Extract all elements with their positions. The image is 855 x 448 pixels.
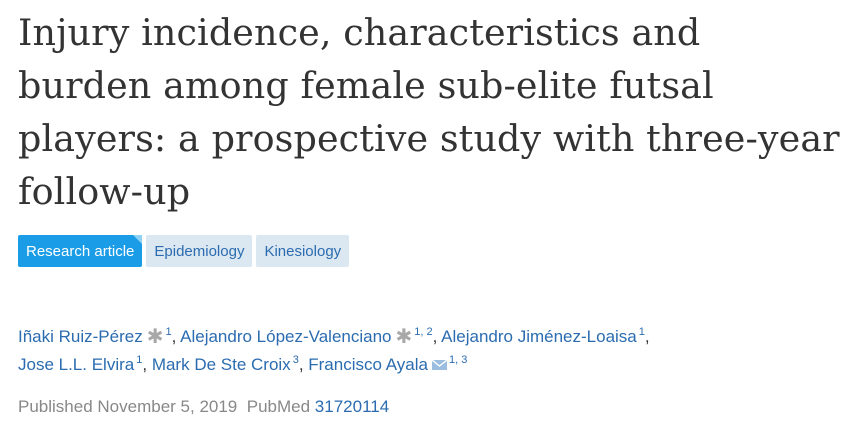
author-affiliations[interactable]: 1, 2	[414, 326, 433, 338]
author-name[interactable]: Mark De Ste Croix	[151, 355, 291, 374]
author-affiliations[interactable]: 1, 3	[448, 354, 468, 366]
tag-epidemiology[interactable]: Epidemiology	[146, 235, 253, 267]
author-name[interactable]: Alejandro López-Valenciano	[180, 327, 392, 346]
author-name[interactable]: Iñaki Ruiz-Pérez	[18, 327, 143, 346]
publication-info: Published November 5, 2019 PubMed 317201…	[18, 397, 855, 417]
author-item: Alejandro López-Valenciano ✱ 1, 2	[180, 326, 433, 348]
article-tags: Research article Epidemiology Kinesiolog…	[18, 235, 855, 267]
author-name[interactable]: Jose L.L. Elvira	[18, 355, 135, 374]
author-list: Iñaki Ruiz-Pérez ✱ 1, Alejandro López-Vale…	[18, 326, 650, 375]
article-title: Injury incidence, characteristics and bu…	[18, 11, 840, 213]
author-affiliations[interactable]: 3	[292, 354, 299, 366]
author-item: Iñaki Ruiz-Pérez ✱ 1	[18, 326, 172, 348]
author-affiliations[interactable]: 1	[165, 326, 172, 338]
pubmed-label: PubMed	[246, 397, 311, 416]
star-icon: ✱	[395, 326, 413, 348]
mail-icon[interactable]	[431, 360, 447, 370]
tag-kinesiology[interactable]: Kinesiology	[256, 235, 350, 267]
author-name[interactable]: Francisco Ayala	[308, 355, 428, 374]
author-affiliations[interactable]: 1	[136, 354, 143, 366]
author-item: Mark De Ste Croix 3	[151, 354, 299, 375]
star-icon: ✱	[146, 326, 164, 348]
publication-date: November 5, 2019	[97, 397, 238, 416]
author-item: Alejandro Jiménez-Loaisa 1	[441, 326, 645, 347]
pubmed-id-link[interactable]: 31720114	[314, 397, 390, 416]
published-label: Published	[18, 397, 93, 416]
author-name[interactable]: Alejandro Jiménez-Loaisa	[441, 327, 637, 346]
author-item: Francisco Ayala 1, 3	[308, 354, 468, 375]
tag-research-article[interactable]: Research article	[18, 235, 143, 267]
author-item: Jose L.L. Elvira 1	[18, 354, 143, 375]
author-affiliations[interactable]: 1	[638, 326, 645, 338]
